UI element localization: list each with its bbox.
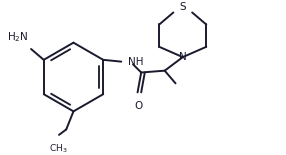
Text: NH: NH bbox=[128, 57, 143, 67]
Text: CH$_3$: CH$_3$ bbox=[49, 142, 67, 155]
Text: S: S bbox=[179, 2, 186, 12]
Text: N: N bbox=[179, 52, 187, 62]
Text: O: O bbox=[134, 100, 143, 111]
Text: H$_2$N: H$_2$N bbox=[7, 31, 28, 44]
